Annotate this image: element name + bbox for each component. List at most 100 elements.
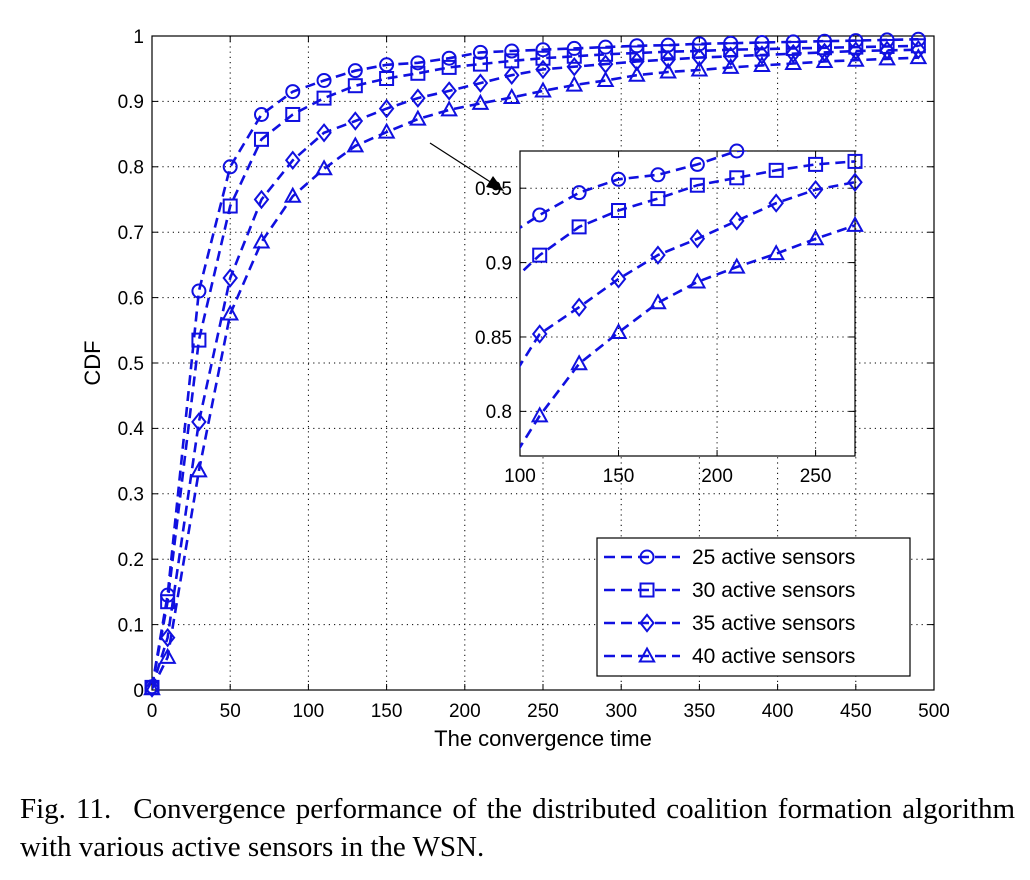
zoom-arrow bbox=[429, 142, 504, 191]
inset-x-tick-label: 250 bbox=[800, 466, 832, 487]
main-point-square bbox=[222, 198, 238, 214]
main-point-circle bbox=[410, 55, 426, 71]
main-x-tick-label: 0 bbox=[147, 701, 158, 722]
inset-point-triangle bbox=[727, 257, 746, 274]
inset-point-diamond bbox=[768, 193, 784, 213]
main-point-triangle bbox=[409, 109, 427, 126]
main-point-square bbox=[910, 38, 926, 54]
inset-point-diamond bbox=[847, 172, 863, 192]
main-y-axis-label: CDF bbox=[80, 340, 105, 385]
main-point-circle bbox=[347, 63, 363, 79]
inset-series bbox=[520, 143, 864, 450]
inset-point-circle bbox=[650, 167, 666, 183]
inset-series-25-active-sensors bbox=[520, 143, 754, 230]
main-point-circle bbox=[566, 40, 582, 56]
main-point-triangle bbox=[377, 122, 396, 139]
main-x-tick-label: 500 bbox=[918, 701, 950, 722]
inset-line-35-active-sensors bbox=[520, 180, 855, 368]
main-point-triangle bbox=[252, 232, 271, 249]
main-point-square bbox=[629, 45, 645, 61]
inset-y-tick-label: 0.85 bbox=[475, 328, 512, 349]
zoom-arrow-shaft bbox=[429, 142, 493, 184]
main-point-square bbox=[535, 50, 551, 66]
main-point-triangle bbox=[659, 62, 677, 79]
main-point-square bbox=[472, 56, 488, 72]
main-y-tick-label: 0.8 bbox=[118, 158, 144, 179]
main-point-triangle bbox=[190, 461, 208, 478]
main-point-square bbox=[660, 44, 676, 60]
main-point-diamond bbox=[503, 65, 520, 85]
inset-chart: 100 150 200 250 0.8 0.85 0.9 0.95 bbox=[475, 143, 864, 487]
inset-y-tick-label: 0.95 bbox=[475, 179, 512, 200]
main-point-triangle bbox=[596, 70, 615, 87]
main-point-diamond bbox=[284, 150, 301, 170]
main-point-diamond bbox=[691, 47, 708, 68]
main-point-triangle bbox=[721, 57, 740, 74]
legend-marker-circle bbox=[639, 549, 655, 565]
legend-marker-triangle bbox=[638, 646, 656, 663]
main-point-diamond bbox=[347, 111, 364, 131]
main-y-tick-label: 0.2 bbox=[118, 550, 144, 571]
main-point-circle bbox=[253, 106, 269, 122]
inset-ticks: 100 150 200 250 0.8 0.85 0.9 0.95 bbox=[475, 151, 855, 487]
legend-items: 25 active sensors 30 active sensors 35 act… bbox=[604, 546, 855, 668]
main-point-circle bbox=[535, 42, 551, 58]
main-line-35-active-sensors bbox=[152, 48, 919, 689]
inset-line-25-active-sensors bbox=[520, 151, 754, 230]
main-point-triangle bbox=[784, 53, 803, 70]
main-point-triangle bbox=[534, 81, 552, 98]
main-x-tick-label: 100 bbox=[293, 701, 325, 722]
main-point-square bbox=[441, 59, 457, 75]
main-line-30-active-sensors bbox=[152, 44, 919, 688]
main-y-tick-label: 0.3 bbox=[118, 485, 144, 506]
inset-point-square bbox=[768, 162, 784, 178]
main-y-tick-label: 0.5 bbox=[118, 354, 144, 375]
inset-point-diamond bbox=[610, 269, 627, 289]
inset-series-35-active-sensors bbox=[520, 172, 863, 368]
main-y-tick-label: 0.9 bbox=[118, 92, 144, 113]
main-y-tick-label: 0.4 bbox=[118, 419, 145, 440]
inset-point-triangle bbox=[530, 406, 549, 423]
main-y-tick-label: 0.6 bbox=[118, 288, 144, 309]
main-point-diamond bbox=[441, 81, 457, 101]
main-point-square bbox=[410, 65, 426, 81]
main-point-triangle bbox=[690, 60, 709, 77]
main-point-triangle bbox=[753, 55, 771, 72]
main-x-tick-label: 400 bbox=[762, 701, 794, 722]
main-point-triangle bbox=[346, 136, 365, 153]
inset-point-diamond bbox=[571, 297, 587, 317]
inset-x-tick-label: 100 bbox=[504, 466, 536, 487]
inset-point-triangle bbox=[806, 229, 825, 246]
inset-line-30-active-sensors bbox=[520, 160, 855, 276]
inset-point-circle bbox=[689, 156, 705, 172]
legend-label: 35 active sensors bbox=[692, 612, 855, 635]
main-point-circle bbox=[285, 84, 301, 100]
inset-point-circle bbox=[729, 143, 745, 159]
figure-caption-text: Convergence performance of the distribut… bbox=[20, 793, 1015, 863]
main-point-circle bbox=[316, 72, 332, 88]
inset-point-circle bbox=[611, 171, 627, 187]
figure-caption-label: Fig. 11. bbox=[20, 793, 112, 825]
main-point-triangle bbox=[158, 647, 177, 664]
inset-point-square bbox=[650, 191, 666, 207]
main-y-tick-label: 0.7 bbox=[118, 223, 144, 244]
inset-point-diamond bbox=[650, 245, 666, 265]
main-point-triangle bbox=[283, 186, 302, 203]
main-x-tick-label: 350 bbox=[684, 701, 716, 722]
main-point-circle bbox=[472, 44, 488, 60]
main-point-square bbox=[316, 90, 332, 106]
inset-point-diamond bbox=[531, 324, 548, 344]
main-point-diamond bbox=[144, 678, 160, 698]
inset-point-square bbox=[729, 170, 745, 186]
inset-point-square bbox=[611, 203, 627, 219]
main-point-circle bbox=[222, 159, 238, 175]
main-x-axis-label: The convergence time bbox=[434, 726, 652, 751]
inset-point-circle bbox=[571, 185, 587, 201]
main-point-diamond bbox=[472, 73, 489, 93]
convergence-cdf-figure: 0 50 100 150 200 250 300 350 400 450 500 0 0.1 0.2 0.3… bbox=[80, 27, 950, 751]
main-point-diamond bbox=[410, 88, 426, 108]
main-point-triangle bbox=[502, 87, 521, 105]
main-point-triangle bbox=[565, 75, 584, 92]
main-point-square bbox=[160, 594, 176, 610]
main-series-35-active-sensors bbox=[144, 40, 927, 698]
